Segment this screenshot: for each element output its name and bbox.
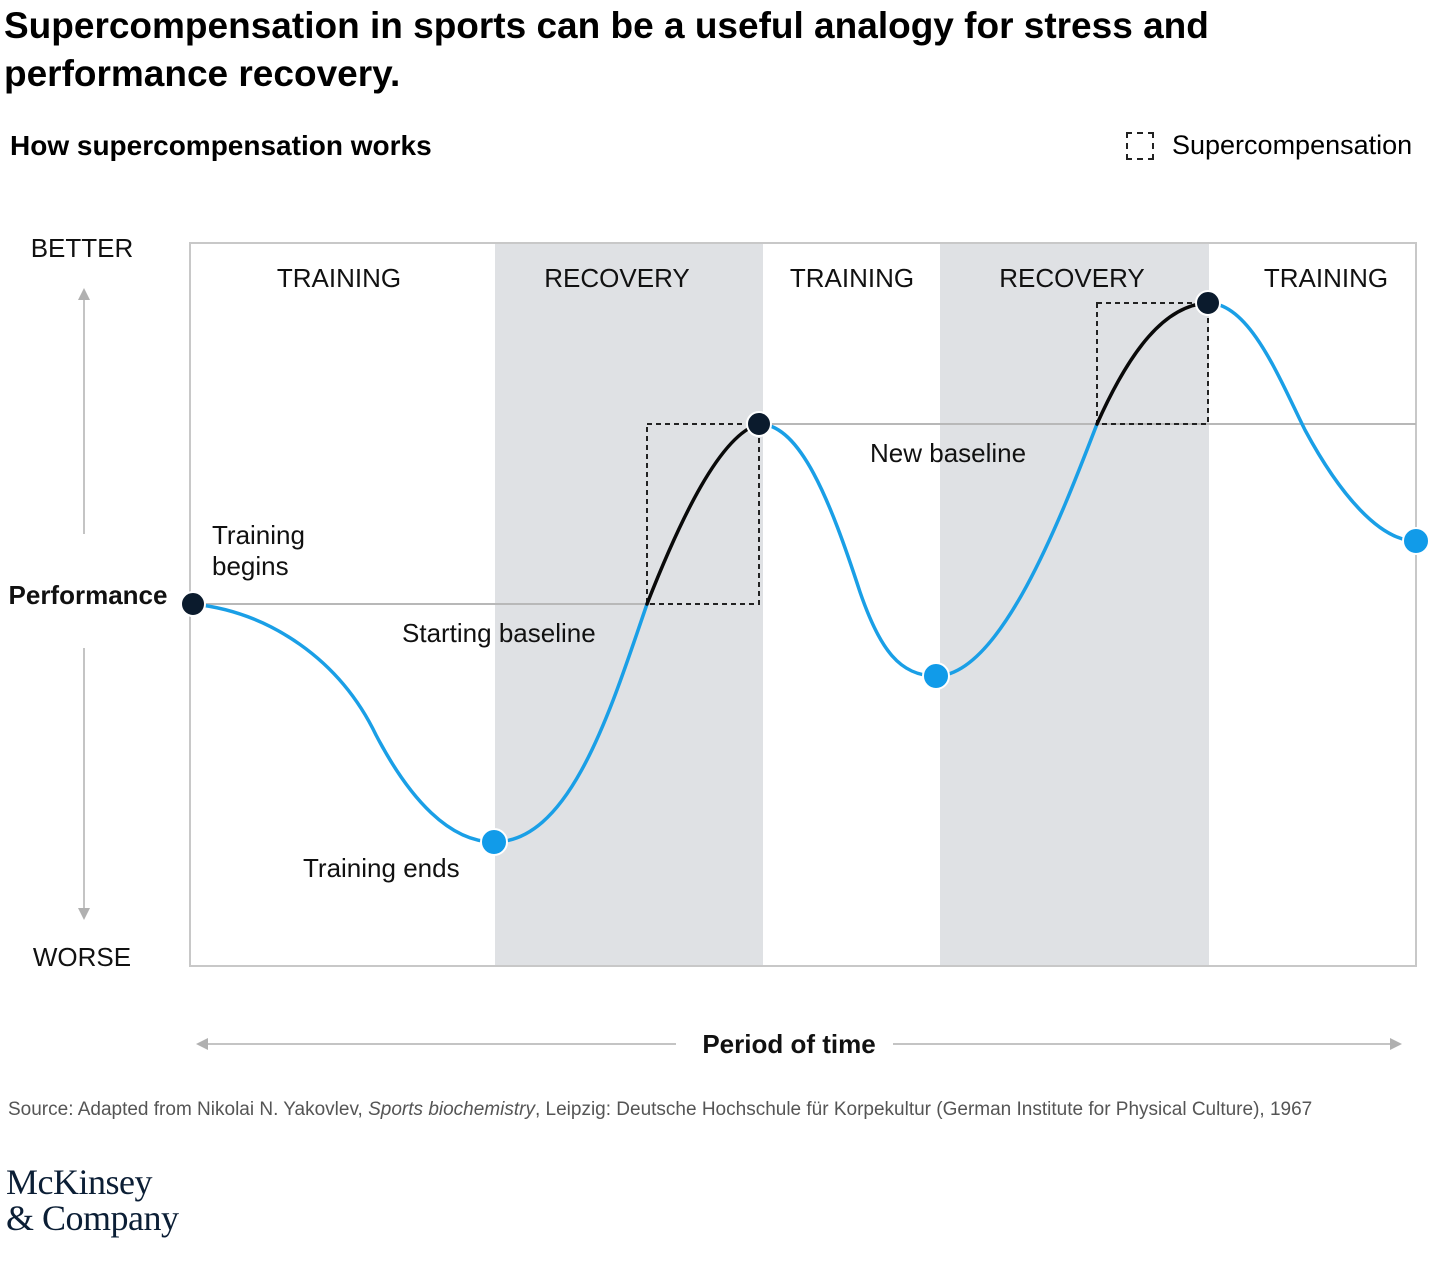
point-training-begins [180, 591, 206, 617]
supercompensation-curve-2 [1095, 301, 1210, 426]
annotation-training-ends: Training ends [303, 853, 460, 883]
point-end [1402, 527, 1430, 555]
source-suffix: , Leipzig: Deutsche Hochschule für Korpe… [534, 1099, 1313, 1120]
phase-label-recovery: RECOVERY [544, 263, 689, 293]
supercompensation-curve-1 [645, 422, 761, 606]
source-book-title: Sports biochemistry [368, 1099, 535, 1120]
legend-label: Supercompensation [1172, 130, 1413, 160]
point-peak-1 [746, 411, 772, 437]
supercompensation-box-1 [646, 423, 760, 605]
x-axis-label: Period of time [702, 1029, 875, 1059]
chart-title: Supercompensation in sports can be a use… [4, 5, 1209, 94]
dashed-box-icon [1126, 131, 1154, 160]
legend: Supercompensation [1126, 130, 1412, 161]
right-arrow-icon [1390, 1038, 1402, 1050]
recovery-band-2 [940, 243, 1209, 966]
phase-label-training: TRAINING [277, 263, 401, 293]
y-axis-performance-label: Performance [9, 580, 168, 610]
annotation-starting-baseline: Starting baseline [402, 618, 596, 648]
phase-label-training: TRAINING [790, 263, 914, 293]
logo-line-1: McKinsey [6, 1162, 152, 1202]
performance-curve [757, 422, 1099, 678]
supercompensation-box-2 [1096, 302, 1209, 425]
source-note: Source: Adapted from Nikolai N. Yakovlev… [8, 1099, 1312, 1121]
logo-line-2: & Company [6, 1198, 179, 1238]
point-peak-2 [1195, 290, 1221, 316]
chart-subtitle: How supercompensation works [10, 130, 432, 161]
performance-curve [191, 602, 649, 844]
source-prefix: Source: Adapted from Nikolai N. Yakovlev… [8, 1099, 369, 1120]
up-arrow-icon [78, 288, 90, 300]
down-arrow-icon [78, 908, 90, 920]
mckinsey-logo: McKinsey & Company [6, 1164, 179, 1236]
point-low-2 [922, 662, 950, 690]
phase-label-recovery: RECOVERY [999, 263, 1144, 293]
phase-label-training: TRAINING [1264, 263, 1388, 293]
y-axis-worse-label: WORSE [33, 942, 131, 972]
point-training-ends [480, 828, 508, 856]
annotation-training-begins-1: Training [212, 520, 305, 550]
left-arrow-icon [196, 1038, 208, 1050]
annotation-new-baseline: New baseline [870, 438, 1026, 468]
performance-curve [1206, 301, 1418, 543]
annotation-training-begins-2: begins [212, 551, 289, 581]
y-axis-better-label: BETTER [31, 233, 134, 263]
